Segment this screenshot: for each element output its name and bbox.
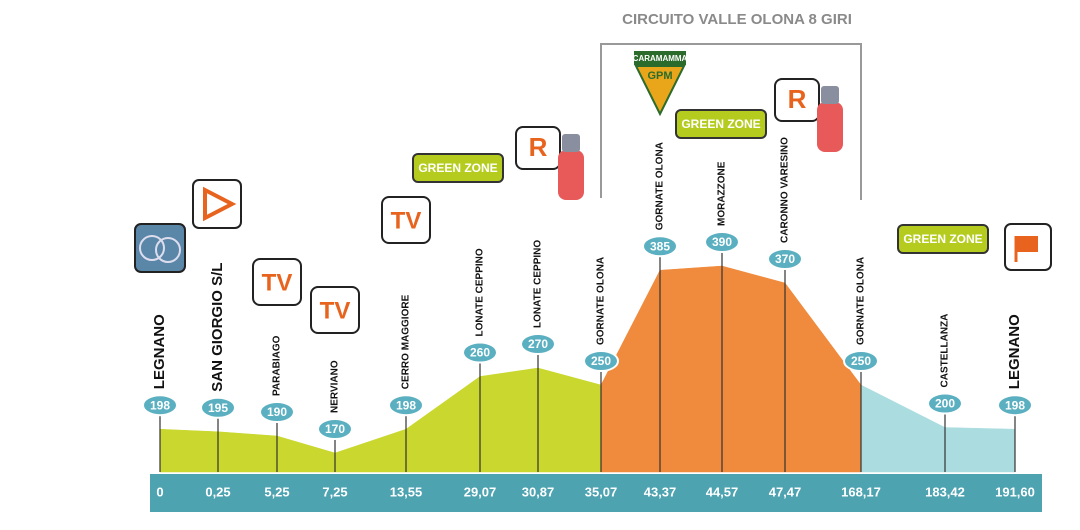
green-zone-badge [675, 109, 767, 139]
green-zone-badge [412, 153, 504, 183]
tv-badge [381, 196, 431, 244]
altitude-label: 198 [396, 398, 416, 412]
altitude-label: 250 [591, 354, 611, 368]
legnano-icon [134, 223, 186, 273]
profile-area [479, 367, 539, 473]
km-label: 168,17 [841, 484, 881, 499]
altitude-bubble [142, 394, 178, 417]
profile-area [659, 265, 723, 473]
altitude-label: 390 [712, 235, 732, 249]
place-name: LONATE CEPPINO [475, 248, 486, 336]
bottle [817, 102, 843, 152]
place-name: LONATE CEPPINO [533, 240, 544, 328]
altitude-label: 198 [1005, 398, 1025, 412]
place-name: GORNATE OLONA [596, 257, 607, 345]
altitude-label: 200 [935, 397, 955, 411]
altitude-bubble [259, 401, 295, 423]
altitude-label: 198 [150, 398, 170, 412]
tv-text: TV [320, 297, 351, 324]
altitude-bubble [462, 341, 498, 364]
green-zone-text: GREEN ZONE [418, 161, 497, 175]
tv-text: TV [391, 207, 422, 234]
place-name: LEGNANO [151, 314, 168, 389]
profile-area [276, 435, 336, 473]
place-name: CARONNO VARESINO [780, 137, 791, 243]
km-label: 13,55 [390, 484, 423, 499]
tv-badge [252, 258, 302, 306]
km-label: 191,60 [995, 484, 1035, 499]
green-zone-badge [897, 224, 989, 254]
altitude-bubble [767, 248, 803, 270]
altitude-bubble [520, 333, 556, 355]
altitude-label: 250 [851, 354, 871, 368]
refuel-text: R [529, 132, 548, 162]
bottle [558, 150, 584, 200]
place-name: CASTELLANZA [940, 314, 951, 388]
sponsor-badge [634, 51, 686, 65]
altitude-bubble [200, 396, 236, 419]
altitude-bubble [704, 231, 740, 253]
place-name: MORAZZONE [717, 161, 728, 226]
km-label: 43,37 [644, 484, 677, 499]
refuel-text: R [788, 84, 807, 114]
refuel-badge [515, 126, 561, 170]
km-label: 30,87 [522, 484, 555, 499]
profile-area [217, 431, 278, 473]
place-name: CERRO MAGGIORE [401, 294, 412, 389]
km-label: 0 [156, 484, 163, 499]
km-label: 35,07 [585, 484, 618, 499]
green-zone-text: GREEN ZONE [903, 232, 982, 246]
profile-area [721, 265, 786, 473]
chart-title: CIRCUITO VALLE OLONA 8 GIRI [622, 11, 852, 28]
profile-area [784, 282, 862, 473]
km-label: 44,57 [706, 484, 739, 499]
altitude-bubble [843, 350, 879, 372]
km-label: 47,47 [769, 484, 802, 499]
profile-area [405, 376, 481, 473]
profile-area [600, 270, 661, 473]
altitude-bubble [583, 350, 619, 372]
start-icon [192, 179, 242, 229]
place-name: GORNATE OLONA [655, 142, 666, 230]
bottle-cap [562, 134, 580, 152]
altitude-label: 190 [267, 405, 287, 419]
altitude-bubble [927, 392, 963, 415]
altitude-label: 260 [470, 346, 490, 360]
sponsor-text: CARAMAMMA [633, 54, 688, 63]
altitude-bubble [388, 394, 424, 417]
profile-area [944, 427, 1016, 473]
km-label: 29,07 [464, 484, 497, 499]
tv-badge [310, 286, 360, 334]
circuit-bracket [600, 43, 862, 200]
gpm-text: GPM [647, 70, 672, 82]
altitude-bubble [642, 235, 678, 258]
place-name: PARABIAGO [272, 335, 283, 396]
place-name: NERVIANO [330, 360, 341, 413]
km-label: 7,25 [322, 484, 347, 499]
altitude-label: 370 [775, 252, 795, 266]
gpm-triangle [634, 65, 686, 117]
altitude-bubble [997, 394, 1033, 417]
tv-text: TV [262, 269, 293, 296]
place-name: GORNATE OLONA [856, 257, 867, 345]
altitude-label: 170 [325, 422, 345, 436]
altitude-label: 385 [650, 239, 670, 253]
altitude-label: 270 [528, 337, 548, 351]
place-name: LEGNANO [1006, 314, 1023, 389]
altitude-bubble [317, 418, 353, 440]
altitude-label: 195 [208, 401, 228, 415]
bottle-cap [821, 86, 839, 104]
finish-icon [1004, 223, 1052, 271]
km-label: 5,25 [264, 484, 289, 499]
refuel-badge [774, 78, 820, 122]
green-zone-text: GREEN ZONE [681, 117, 760, 131]
km-label: 183,42 [925, 484, 965, 499]
profile-area [159, 428, 219, 473]
km-label: 0,25 [205, 484, 230, 499]
profile-area [537, 367, 602, 473]
km-bar [150, 474, 1042, 512]
place-name: SAN GIORGIO S/L [209, 263, 226, 392]
